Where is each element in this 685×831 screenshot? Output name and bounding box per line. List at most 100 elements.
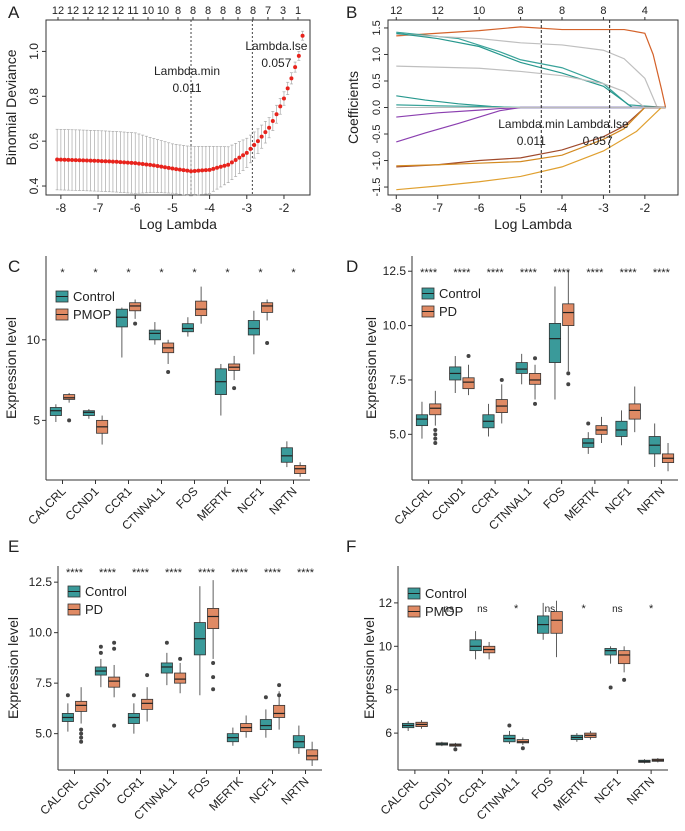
legend-label-control: Control — [425, 586, 467, 601]
box-iqr — [127, 713, 140, 724]
x-tick-label: CCND1 — [416, 774, 455, 813]
coefficient-path — [396, 106, 666, 168]
top-tick-label: 8 — [600, 5, 606, 17]
box-outlier — [533, 401, 538, 406]
panel-letter-b: B — [346, 3, 357, 22]
box-iqr — [617, 650, 631, 665]
deviance-point — [166, 165, 171, 170]
box-outlier — [79, 731, 84, 736]
y-tick-label: 8 — [385, 683, 392, 697]
coefficient-path — [396, 106, 666, 191]
coefficient-path — [396, 32, 666, 109]
deviance-point — [255, 139, 260, 144]
deviance-point — [237, 155, 242, 160]
box-outlier — [112, 646, 117, 651]
deviance-point — [270, 118, 275, 123]
box-iqr — [550, 611, 563, 634]
significance-label: * — [93, 267, 98, 279]
y-tick-label: 0.5 — [371, 73, 383, 88]
deviance-point — [196, 168, 201, 173]
deviance-point — [73, 158, 78, 163]
significance-label: * — [159, 267, 164, 279]
deviance-point — [155, 164, 160, 169]
box-iqr — [148, 329, 161, 341]
box-outlier — [433, 432, 438, 437]
box-outlier — [211, 660, 216, 665]
deviance-point — [189, 169, 194, 174]
x-tick-label: NCF1 — [602, 484, 634, 516]
deviance-point — [248, 146, 253, 151]
x-tick-label: NRTN — [266, 484, 299, 517]
x-tick-label: MERTK — [562, 484, 601, 523]
box-iqr — [469, 639, 482, 652]
box-iqr — [49, 407, 62, 416]
x-tick-label: -7 — [93, 201, 104, 215]
significance-label: **** — [297, 567, 315, 579]
significance-label: * — [60, 267, 65, 279]
box-outlier — [433, 441, 438, 446]
x-tick-label: -3 — [241, 201, 252, 215]
x-tick-label: -2 — [640, 201, 651, 215]
box-outlier — [232, 386, 237, 391]
box-outlier — [507, 723, 512, 728]
significance-label: * — [291, 267, 296, 279]
box-outlier — [98, 650, 103, 655]
annotation-label: Lambda.lse — [567, 117, 629, 131]
deviance-point — [159, 164, 164, 169]
box-outlier — [65, 693, 70, 698]
box-outlier — [112, 640, 117, 645]
box-outlier — [277, 683, 282, 688]
annotation-value: 0.011 — [172, 81, 201, 95]
annotation-label: Lambda.lse — [245, 39, 307, 53]
top-tick-label: 12 — [390, 5, 402, 17]
deviance-point — [144, 162, 149, 167]
box-iqr — [528, 373, 542, 385]
deviance-point — [296, 53, 301, 58]
significance-label: **** — [165, 567, 183, 579]
y-tick-label: 0.8 — [27, 88, 41, 105]
box-outlier — [79, 727, 84, 732]
significance-label: * — [126, 267, 131, 279]
box-outlier — [79, 735, 84, 740]
x-tick-label: CCND1 — [62, 484, 101, 523]
x-tick-label: CALCRL — [378, 774, 422, 818]
top-tick-label: 11 — [127, 5, 138, 17]
x-axis-label: Log Lambda — [139, 216, 217, 232]
y-tick-label: 0.6 — [27, 132, 41, 149]
deviance-point — [259, 134, 264, 139]
top-tick-label: 8 — [559, 5, 565, 17]
x-tick-label: NRTN — [278, 774, 311, 807]
deviance-point — [293, 65, 298, 70]
deviance-point — [162, 165, 167, 170]
deviance-point — [185, 168, 190, 173]
top-tick-label: 8 — [190, 5, 196, 17]
box-outlier — [67, 418, 72, 423]
top-tick-label: 10 — [142, 5, 154, 17]
box-outlier — [178, 656, 183, 661]
x-tick-label: -7 — [432, 201, 443, 215]
box-iqr — [548, 323, 562, 363]
significance-label: ns — [443, 604, 454, 615]
box-outlier — [566, 382, 571, 387]
significance-label: **** — [132, 567, 150, 579]
deviance-point — [62, 157, 67, 162]
y-axis-label: Expression level — [3, 317, 19, 419]
significance-label: ns — [612, 604, 623, 615]
box-iqr — [273, 704, 286, 718]
box-iqr — [195, 300, 208, 317]
deviance-point — [66, 157, 71, 162]
box-iqr — [129, 302, 142, 312]
significance-label: **** — [520, 267, 538, 279]
x-tick-label: NCF1 — [591, 774, 623, 806]
significance-label: * — [514, 603, 519, 615]
significance-label: **** — [264, 567, 282, 579]
x-tick-label: MERTK — [550, 774, 589, 813]
y-axis-label: Expression level — [363, 317, 379, 419]
box-iqr — [115, 308, 128, 328]
y-tick-label: 5 — [33, 413, 40, 427]
annotation-value: 0.011 — [517, 134, 546, 148]
top-tick-label: 7 — [265, 5, 271, 17]
y-axis-label: Binomial Deviance — [3, 49, 19, 165]
top-tick-label: 12 — [432, 5, 444, 17]
y-tick-label: 1.5 — [371, 20, 383, 35]
